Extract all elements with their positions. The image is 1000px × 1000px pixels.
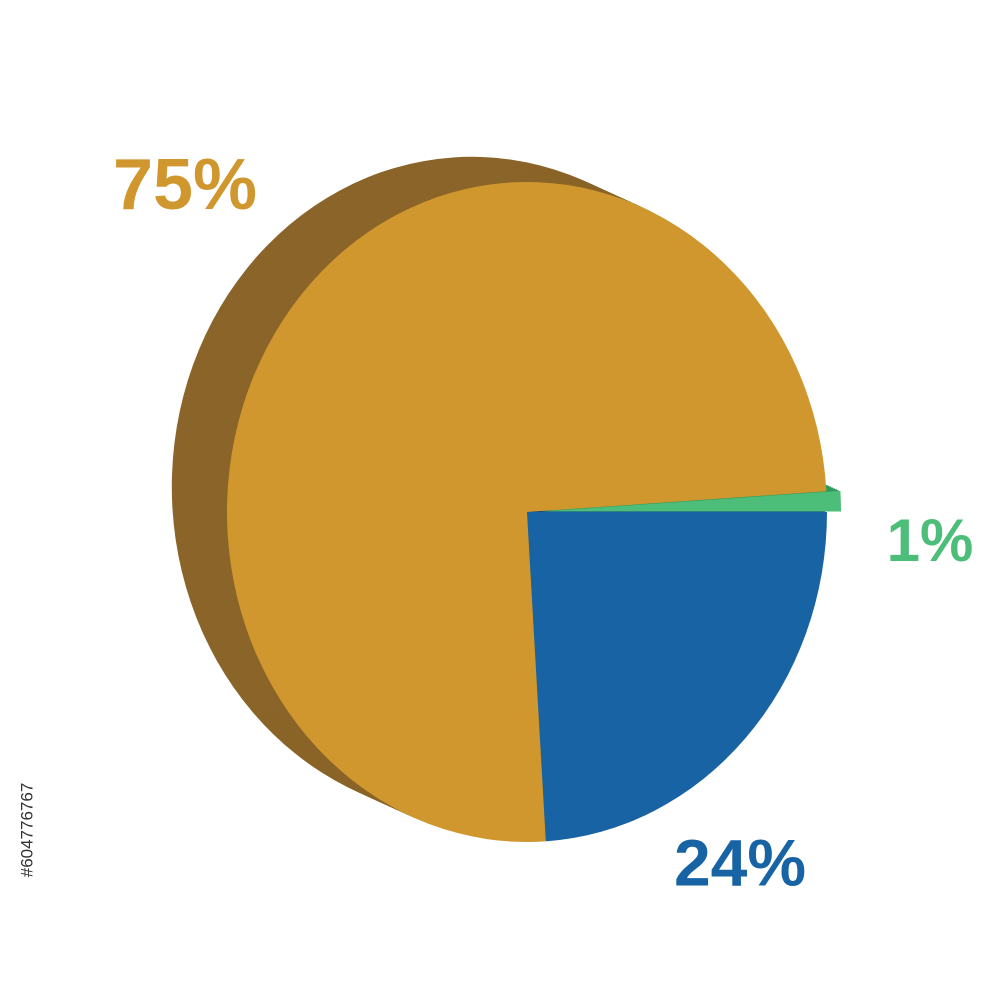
value-label: 75% xyxy=(113,145,257,225)
value-label: 1% xyxy=(887,507,974,574)
side-text: #604776767 xyxy=(17,783,36,878)
pie xyxy=(171,156,841,843)
slice xyxy=(540,490,841,512)
labels: 24% 75% 1% xyxy=(113,145,973,899)
slice xyxy=(227,181,827,843)
value-label: 24% xyxy=(674,825,806,899)
slice xyxy=(527,512,827,842)
